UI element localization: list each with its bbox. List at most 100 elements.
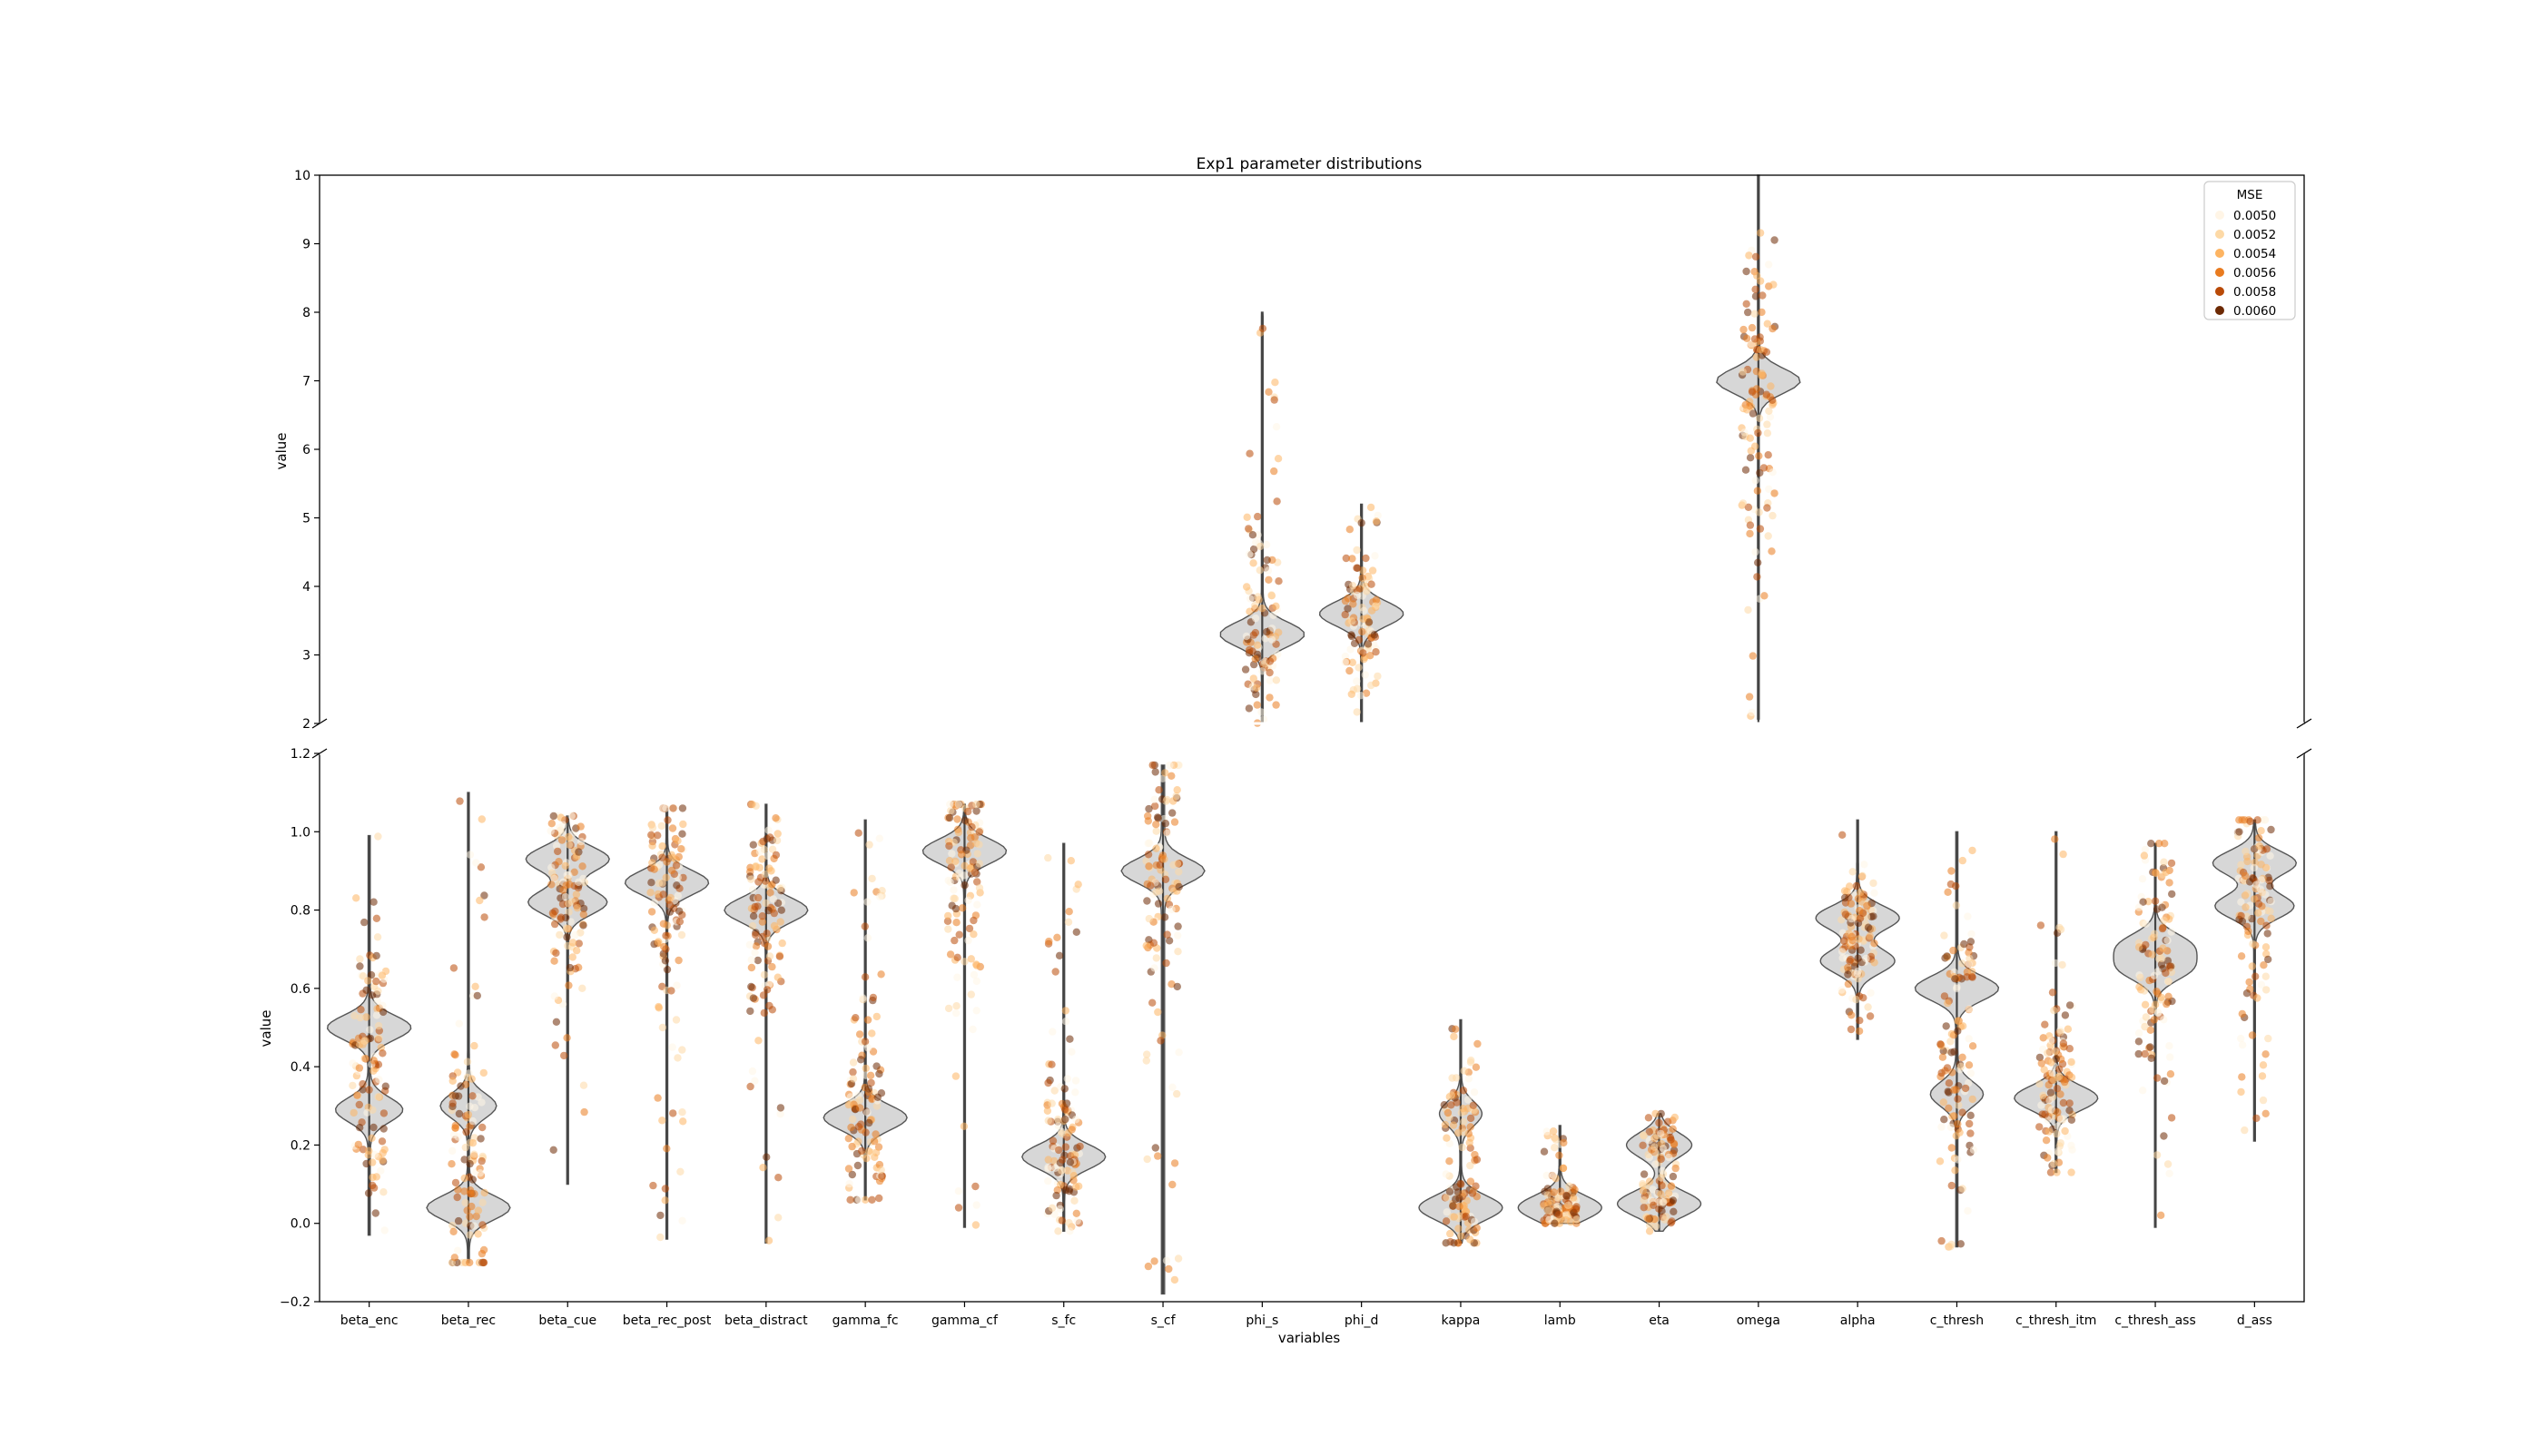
strip-point-kappa [1450, 1213, 1458, 1221]
strip-point-c_thresh [1937, 1236, 1946, 1245]
strip-point-beta_rec [478, 815, 486, 823]
strip-point-phi_d [1365, 618, 1374, 626]
strip-point-beta_rec_post [648, 841, 656, 850]
strip-point-c_thresh [1936, 1040, 1945, 1048]
strip-point-phi_s [1264, 566, 1273, 575]
strip-point-beta_enc [372, 914, 381, 922]
strip-point-s_fc [1054, 1122, 1063, 1130]
strip-point-s_fc [1044, 1165, 1052, 1173]
strip-point-phi_d [1372, 648, 1380, 656]
strip-point-s_cf [1163, 894, 1172, 903]
strip-point-beta_cue [563, 924, 571, 932]
strip-point-beta_rec_post [678, 804, 687, 812]
strip-point-kappa [1473, 1039, 1482, 1048]
strip-point-kappa [1446, 1229, 1454, 1238]
strip-point-d_ass [2266, 907, 2274, 916]
strip-point-phi_d [1348, 582, 1357, 590]
strip-point-eta [1651, 1222, 1660, 1231]
strip-point-s_cf [1144, 851, 1153, 859]
strip-point-c_thresh_ass [2160, 1077, 2169, 1086]
strip-point-gamma_cf [971, 1182, 980, 1191]
strip-point-kappa [1472, 1063, 1481, 1071]
strip-point-s_cf [1175, 882, 1183, 891]
strip-point-beta_distract [752, 862, 760, 871]
strip-point-gamma_fc [878, 1172, 886, 1180]
strip-point-eta [1646, 1221, 1654, 1230]
strip-point-omega [1745, 693, 1754, 701]
strip-point-kappa [1441, 1120, 1450, 1129]
strip-point-beta_enc [379, 1008, 388, 1017]
strip-point-c_thresh [1948, 1112, 1956, 1121]
strip-point-c_thresh_itm [2067, 1058, 2075, 1067]
strip-point-c_thresh_ass [2167, 1114, 2176, 1122]
strip-point-eta [1650, 1143, 1659, 1151]
strip-point-lamb [1551, 1219, 1559, 1227]
strip-point-beta_rec [466, 1213, 474, 1221]
strip-point-phi_d [1353, 564, 1361, 572]
strip-point-eta [1655, 1118, 1663, 1127]
strip-point-beta_rec [461, 1143, 469, 1152]
strip-point-s_cf [1168, 905, 1176, 914]
strip-point-beta_rec_post [665, 908, 675, 916]
strip-point-s_cf [1155, 786, 1163, 794]
strip-point-beta_enc [360, 1037, 369, 1046]
strip-point-d_ass [2262, 845, 2271, 853]
strip-point-c_thresh_ass [2157, 1211, 2165, 1220]
strip-point-s_fc [1069, 1172, 1079, 1180]
strip-point-c_thresh_ass [2150, 930, 2159, 939]
y-tick-label-bottom: 0.8 [291, 904, 310, 919]
strip-point-beta_rec [470, 1041, 478, 1050]
strip-point-s_cf [1173, 1089, 1181, 1098]
strip-point-d_ass [2266, 882, 2274, 890]
strip-point-beta_enc [375, 1076, 383, 1084]
strip-point-gamma_cf [969, 1025, 977, 1034]
strip-point-phi_s [1272, 676, 1281, 684]
strip-point-c_thresh_itm [2044, 1127, 2053, 1136]
strip-point-s_cf [1144, 1262, 1153, 1271]
strip-point-c_thresh_ass [2148, 950, 2156, 959]
strip-point-beta_distract [772, 814, 780, 822]
strip-point-phi_s [1266, 657, 1275, 665]
strip-point-beta_rec_post [668, 1043, 676, 1051]
strip-point-d_ass [2261, 816, 2270, 824]
strip-point-c_thresh [1951, 1166, 1959, 1175]
strip-point-c_thresh_itm [2056, 1139, 2064, 1147]
strip-point-gamma_cf [973, 850, 981, 858]
x-tick-label: gamma_cf [931, 1313, 999, 1328]
strip-point-beta_distract [764, 851, 772, 861]
strip-point-s_fc [1061, 1018, 1070, 1026]
strip-point-lamb [1554, 1194, 1562, 1203]
strip-point-gamma_fc [861, 922, 869, 930]
strip-point-c_thresh_itm [2037, 1101, 2045, 1109]
strip-point-gamma_cf [946, 800, 954, 809]
strip-point-kappa [1467, 1056, 1475, 1065]
strip-point-omega [1746, 521, 1755, 529]
strip-point-c_thresh_ass [2163, 999, 2171, 1008]
strip-point-phi_s [1249, 559, 1257, 567]
strip-point-c_thresh [1956, 1062, 1965, 1071]
strip-point-omega [1748, 708, 1756, 717]
strip-point-c_thresh_ass [2168, 890, 2176, 899]
strip-point-beta_distract [747, 982, 755, 991]
strip-point-beta_distract [773, 830, 782, 838]
strip-point-c_thresh_itm [2047, 1037, 2055, 1045]
strip-point-s_cf [1149, 939, 1158, 947]
strip-point-c_thresh_itm [2065, 1099, 2074, 1107]
strip-point-c_thresh_ass [2147, 1054, 2155, 1063]
strip-point-omega [1744, 308, 1752, 317]
strip-point-beta_enc [378, 1137, 387, 1146]
strip-point-beta_rec [473, 991, 481, 1000]
strip-point-lamb [1569, 1194, 1578, 1202]
strip-point-s_fc [1055, 1146, 1063, 1155]
strip-point-beta_rec_post [672, 1016, 681, 1024]
strip-point-beta_enc [369, 1158, 377, 1166]
strip-point-c_thresh_ass [2146, 1026, 2154, 1035]
strip-point-beta_rec [470, 1150, 478, 1158]
strip-point-gamma_fc [858, 1146, 866, 1156]
strip-point-alpha [1866, 1012, 1875, 1020]
strip-point-phi_s [1271, 379, 1279, 387]
strip-point-beta_cue [551, 1041, 559, 1049]
strip-point-gamma_cf [961, 881, 969, 890]
strip-point-d_ass [2237, 952, 2246, 960]
strip-point-d_ass [2255, 841, 2263, 851]
